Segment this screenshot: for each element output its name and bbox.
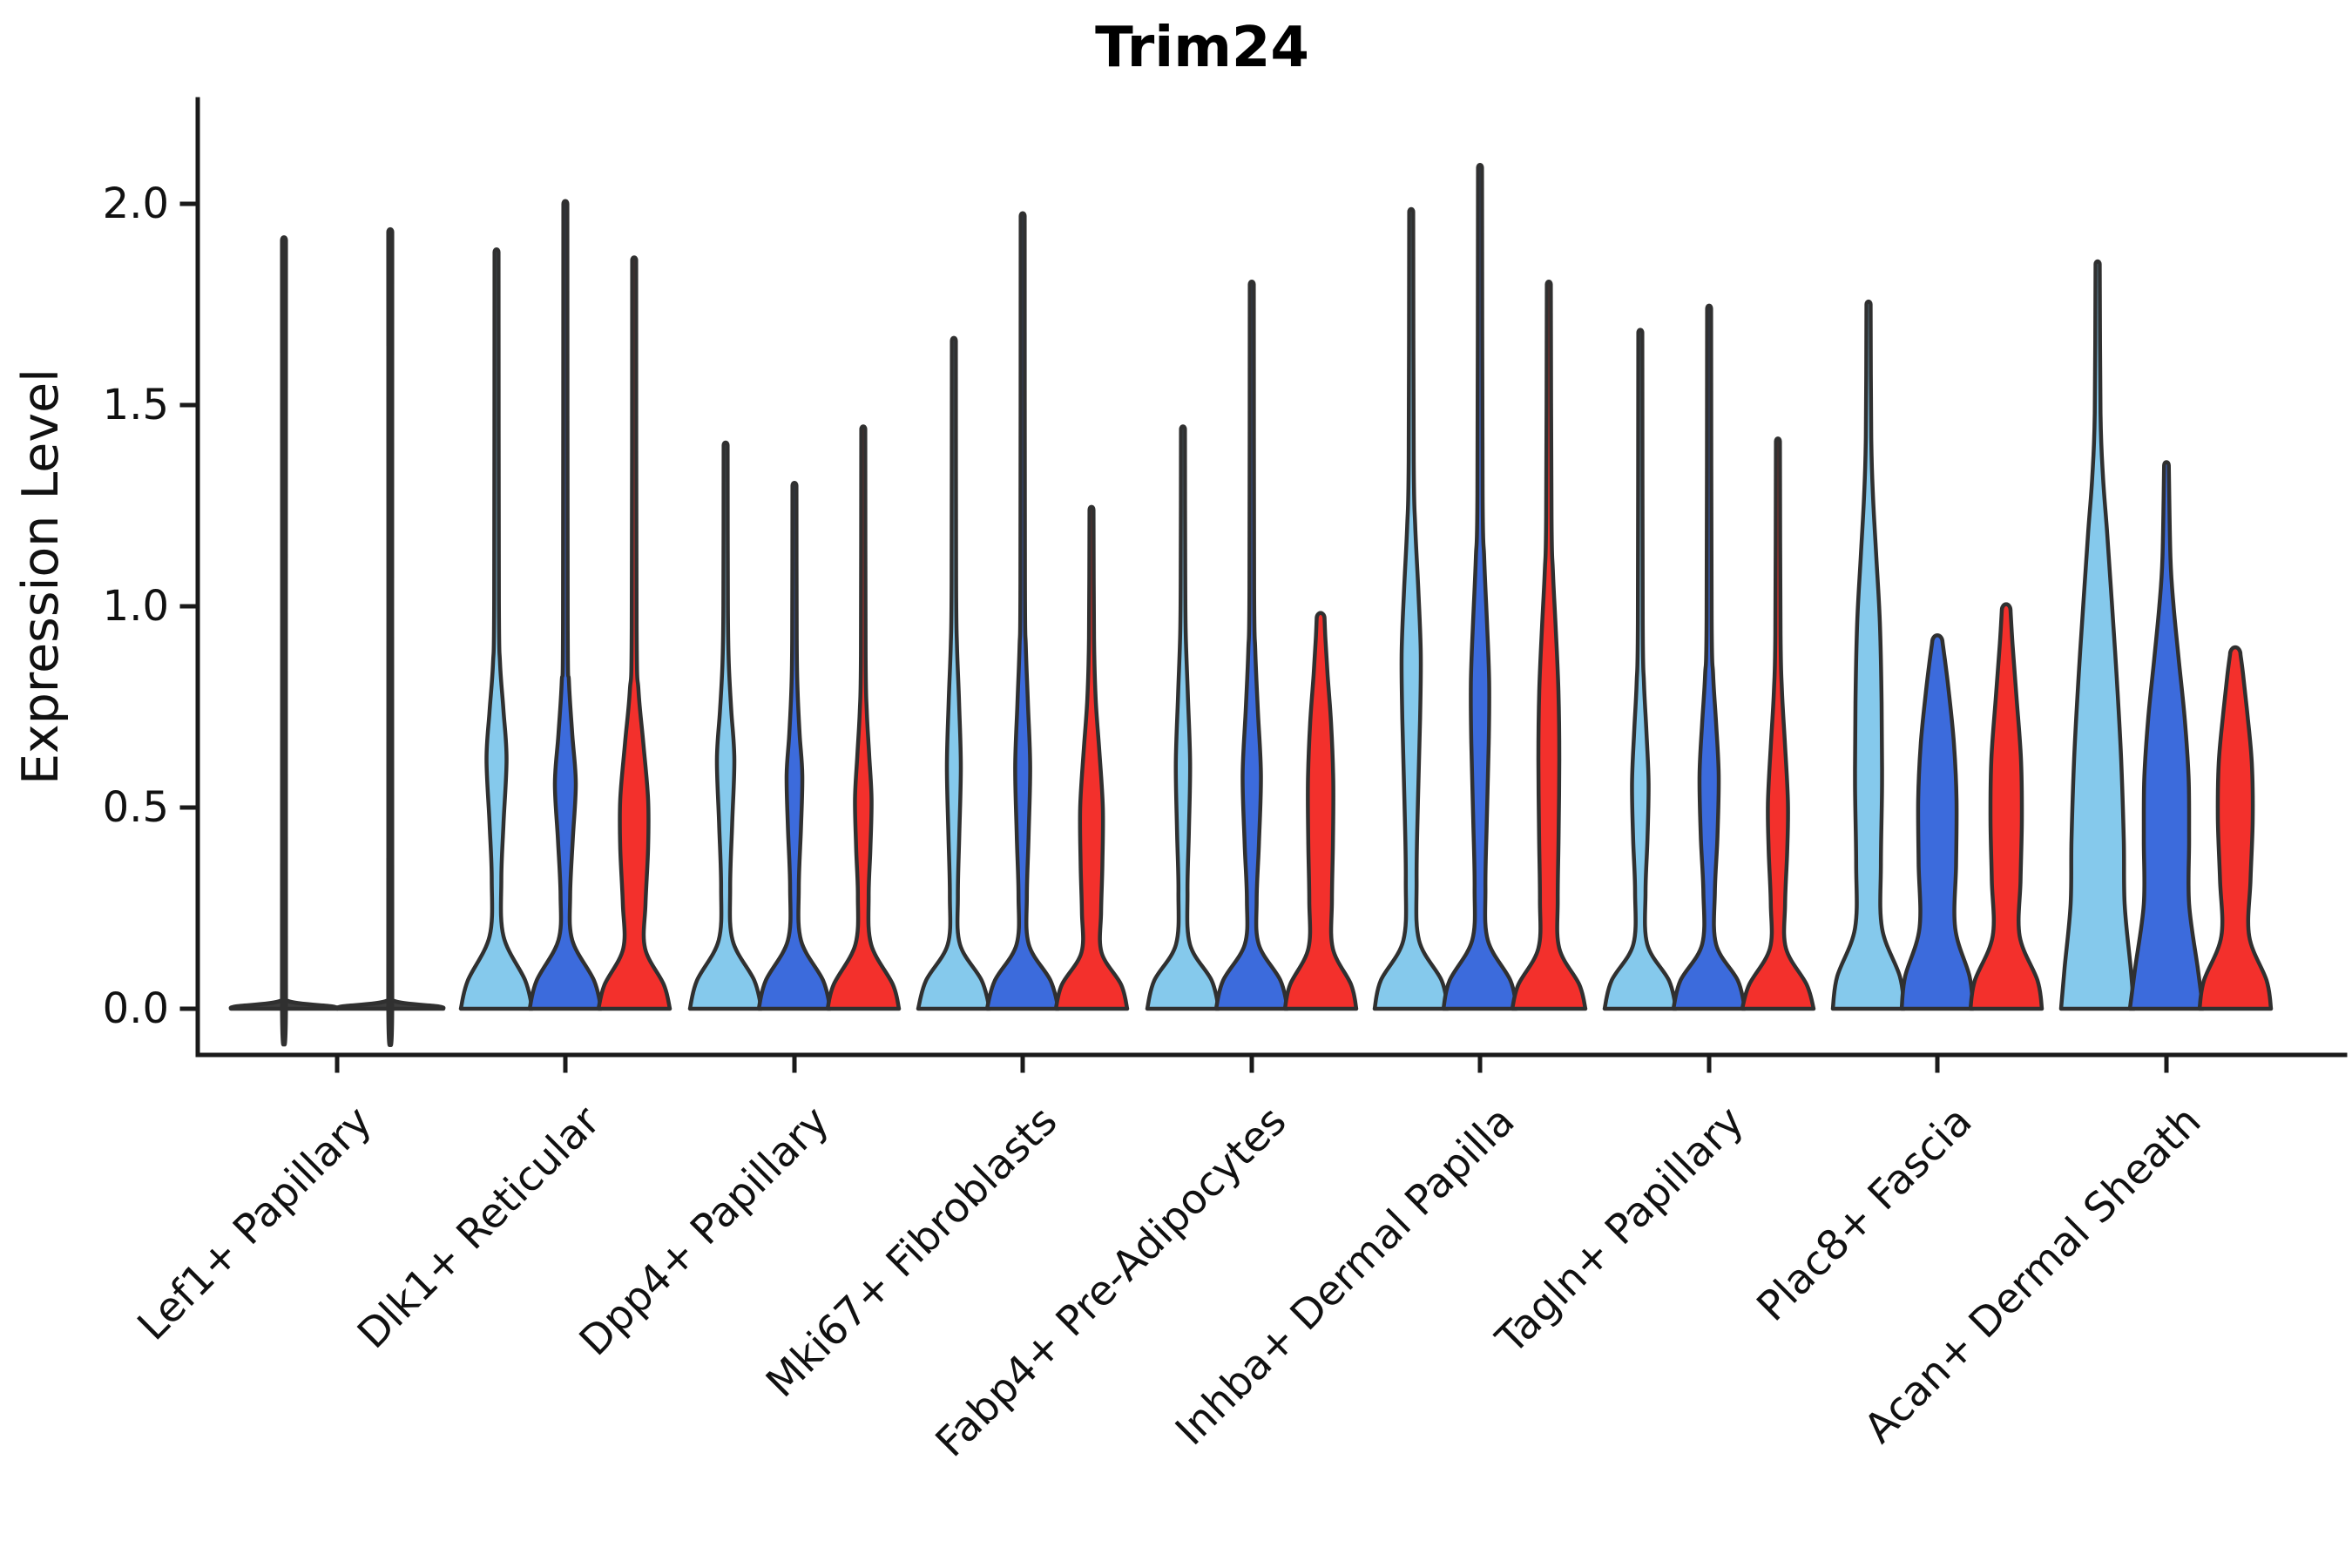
violin xyxy=(1441,163,1519,1011)
violin xyxy=(1602,328,1679,1011)
violin xyxy=(335,226,446,1047)
violin xyxy=(527,199,604,1011)
x-category-label: Plac8+ Fascia xyxy=(1748,1098,1982,1331)
chart-title: Trim24 xyxy=(1095,16,1309,80)
y-tick-label: 1.0 xyxy=(103,582,169,631)
violin xyxy=(756,481,833,1011)
violin xyxy=(1510,280,1588,1011)
x-category-label: Lef1+ Papillary xyxy=(129,1098,382,1350)
violin xyxy=(687,440,764,1011)
violin xyxy=(228,235,340,1047)
violin xyxy=(2127,460,2206,1011)
violin xyxy=(2197,645,2274,1011)
violin xyxy=(1282,611,1359,1011)
violin xyxy=(1145,424,1221,1011)
violin xyxy=(1968,602,2044,1011)
violin xyxy=(458,247,535,1011)
violin xyxy=(1213,280,1290,1011)
violin xyxy=(1372,206,1450,1011)
violin xyxy=(2058,259,2137,1011)
violin xyxy=(1053,504,1130,1011)
y-tick-label: 2.0 xyxy=(103,179,169,228)
violin xyxy=(1671,303,1747,1011)
y-axis-label: Expression Level xyxy=(12,368,70,785)
violin xyxy=(825,424,902,1011)
y-tick-label: 0.5 xyxy=(103,783,169,832)
violin xyxy=(916,335,992,1011)
violin xyxy=(596,255,672,1011)
violin xyxy=(1830,299,1907,1011)
x-category-label: Dpp4+ Papillary xyxy=(571,1098,839,1366)
x-category-label: Dlk1+ Reticular xyxy=(348,1097,610,1358)
x-category-label: Tagln+ Papillary xyxy=(1487,1098,1754,1364)
violins-layer xyxy=(228,163,2274,1047)
violin xyxy=(1740,436,1816,1011)
y-tick-label: 0.0 xyxy=(103,984,169,1033)
violin xyxy=(984,211,1061,1011)
violin xyxy=(1899,633,1976,1011)
y-tick-label: 1.5 xyxy=(103,381,169,429)
